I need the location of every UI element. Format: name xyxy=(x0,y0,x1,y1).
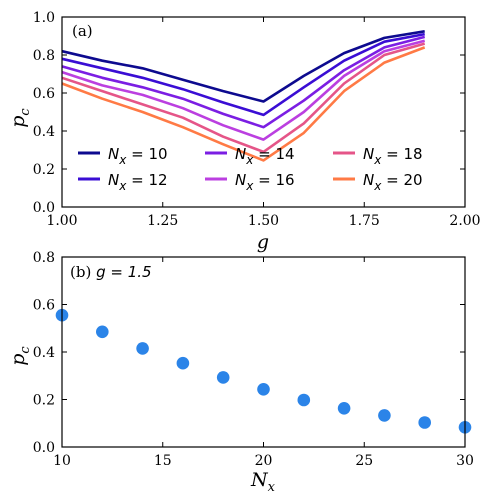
x-tick-label: 10 xyxy=(53,453,71,469)
data-point xyxy=(176,356,190,370)
panel-a-y-ticks: 0.0 0.2 0.4 0.6 0.8 1.0 xyxy=(33,10,465,216)
panel-b-x-ticks: 10 15 20 25 30 xyxy=(53,257,474,469)
y-tick-label: 0.0 xyxy=(33,440,55,456)
series-line-n-x-14 xyxy=(61,35,426,129)
panel-a: 1.00 1.25 1.50 1.75 2.00 0.00.20.40.60.81.0 … xyxy=(7,10,481,253)
x-tick-label: 1.50 xyxy=(248,213,279,229)
legend-label-n-x-10: Nx = 10 xyxy=(108,145,168,167)
panel-a-label: (a) xyxy=(72,22,93,40)
data-point xyxy=(216,371,230,384)
panel-a-x-axis-label: g xyxy=(257,231,269,253)
data-point xyxy=(337,402,351,415)
panel-a-y-label-main: p xyxy=(7,116,29,128)
panel-b-x-axis-label: Nx xyxy=(250,469,276,495)
y-tick-label: 0.2 xyxy=(33,162,55,178)
x-tick-label: 1.25 xyxy=(147,213,178,229)
data-point xyxy=(297,393,311,407)
panel-b-param: g = 1.5 xyxy=(96,263,151,281)
y-tick-label: 0.6 xyxy=(33,86,55,102)
x-tick-label: 15 xyxy=(154,453,172,469)
panel-a-y-axis-label: pc xyxy=(7,108,33,128)
panel-b-y-axis-label: pc xyxy=(7,346,33,366)
data-point xyxy=(257,383,270,396)
panel-b-y-label-main: p xyxy=(7,354,29,366)
panel-a-series-lines xyxy=(61,30,426,162)
panel-b-x-label-main: N xyxy=(250,469,269,491)
panel-b-label: (b) g = 1.5 xyxy=(70,263,152,281)
series-line-n-x-10 xyxy=(61,30,425,103)
y-tick-label: 0.4 xyxy=(33,345,55,361)
series-line-n-x-18 xyxy=(61,42,426,154)
legend-label-n-x-12: Nx = 12 xyxy=(108,171,168,193)
panel-b-points xyxy=(55,308,472,434)
data-point xyxy=(96,325,109,339)
series-line-n-x-20 xyxy=(61,46,426,162)
panel-b-label-id: (b) xyxy=(70,263,96,281)
x-tick-label: 30 xyxy=(456,453,474,469)
y-tick-label: 0.6 xyxy=(33,298,55,314)
panel-a-y-label-sub: c xyxy=(18,108,33,116)
data-point xyxy=(136,342,149,355)
y-tick-label: 0.8 xyxy=(33,48,55,64)
x-tick-label: 1.00 xyxy=(46,213,77,229)
series-line-n-x-16 xyxy=(61,39,426,141)
y-tick-label: 1.0 xyxy=(33,10,55,26)
y-tick-label: 0.8 xyxy=(33,250,55,266)
x-tick-label: 20 xyxy=(255,453,273,469)
x-tick-label: 1.75 xyxy=(349,213,380,229)
y-tick-label: 0.0 xyxy=(33,200,55,216)
y-tick-label: 0.2 xyxy=(33,393,55,409)
panel-a-legend: Nx = 10 Nx = 12 Nx = 14 Nx = 16 Nx = 18 Nx = … xyxy=(78,145,423,193)
legend-label-n-x-16: Nx = 16 xyxy=(235,171,295,193)
x-tick-label: 25 xyxy=(355,453,373,469)
panel-a-x-ticks: 1.00 1.25 1.50 1.75 2.00 xyxy=(46,17,481,229)
panel-b-frame xyxy=(61,256,466,448)
panel-b-x-label-sub: x xyxy=(268,480,276,495)
data-point xyxy=(418,416,432,429)
legend-label-n-x-18: Nx = 18 xyxy=(363,145,423,167)
legend-label-n-x-20: Nx = 20 xyxy=(363,171,423,193)
legend-label-n-x-14: Nx = 14 xyxy=(235,145,295,167)
panel-b: 10 15 20 25 30 0.0 0.2 0.4 0.6 0.8 (b) g = 1.5 N… xyxy=(7,250,474,495)
panel-b-y-ticks: 0.0 0.2 0.4 0.6 0.8 xyxy=(33,250,465,456)
x-tick-label: 2.00 xyxy=(449,213,480,229)
y-tick-label: 0.4 xyxy=(33,124,55,140)
data-point xyxy=(378,409,391,422)
series-line-n-x-12 xyxy=(61,32,425,117)
panel-b-y-label-sub: c xyxy=(18,346,33,354)
